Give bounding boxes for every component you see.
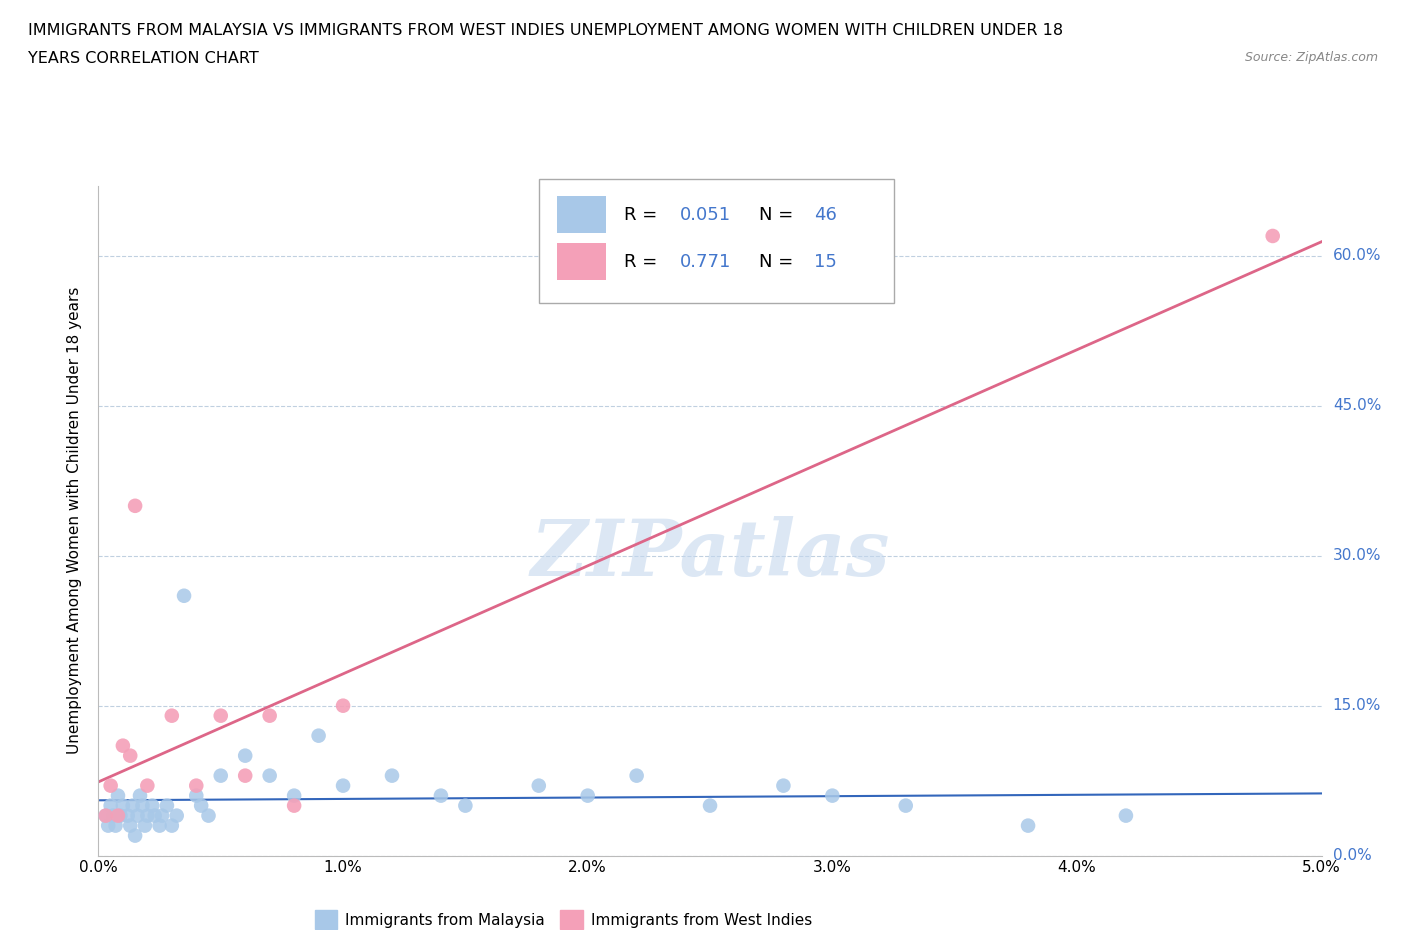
Point <box>129 789 152 804</box>
Y-axis label: Unemployment Among Women with Children Under 18 years: Unemployment Among Women with Children U… <box>67 287 83 754</box>
Point <box>101 808 124 823</box>
Point <box>1115 808 1137 823</box>
Point <box>233 749 256 764</box>
Point <box>166 808 188 823</box>
Legend: Immigrants from Malaysia, Immigrants from West Indies: Immigrants from Malaysia, Immigrants fro… <box>308 904 818 930</box>
Point <box>209 768 232 783</box>
Point <box>894 798 917 813</box>
Text: N =: N = <box>759 206 799 224</box>
Point <box>107 808 129 823</box>
Point <box>134 818 156 833</box>
Point <box>1261 229 1284 244</box>
Point <box>259 709 281 724</box>
Point <box>107 789 129 804</box>
Point <box>131 798 153 813</box>
Point <box>454 798 477 813</box>
Point <box>124 498 146 513</box>
Text: 0.0%: 0.0% <box>1333 848 1371 863</box>
Point <box>233 768 256 783</box>
Point <box>111 798 134 813</box>
Point <box>209 709 232 724</box>
Point <box>190 798 212 813</box>
Text: 0.771: 0.771 <box>679 253 731 271</box>
Point <box>149 818 172 833</box>
Point <box>1017 818 1039 833</box>
Text: 15.0%: 15.0% <box>1333 698 1381 713</box>
Text: N =: N = <box>759 253 799 271</box>
FancyBboxPatch shape <box>557 196 606 232</box>
Point <box>308 728 330 743</box>
Point <box>381 768 404 783</box>
Text: 45.0%: 45.0% <box>1333 398 1381 413</box>
Point <box>259 768 281 783</box>
Point <box>111 738 134 753</box>
Point <box>127 808 149 823</box>
Point <box>136 808 159 823</box>
Point <box>121 798 143 813</box>
Point <box>156 798 179 813</box>
Text: R =: R = <box>624 253 664 271</box>
Point <box>150 808 173 823</box>
Point <box>160 818 183 833</box>
Point <box>141 798 163 813</box>
Point <box>332 698 354 713</box>
Text: 46: 46 <box>814 206 837 224</box>
Point <box>104 818 127 833</box>
Point <box>197 808 219 823</box>
Point <box>124 829 146 844</box>
Point <box>110 808 132 823</box>
Point <box>821 789 844 804</box>
Point <box>120 818 142 833</box>
Point <box>699 798 721 813</box>
Text: YEARS CORRELATION CHART: YEARS CORRELATION CHART <box>28 51 259 66</box>
Point <box>576 789 599 804</box>
Point <box>332 778 354 793</box>
Point <box>160 709 183 724</box>
Point <box>97 818 120 833</box>
Text: 60.0%: 60.0% <box>1333 248 1381 263</box>
Point <box>173 589 195 604</box>
Point <box>626 768 648 783</box>
Text: 15: 15 <box>814 253 837 271</box>
Point <box>186 789 208 804</box>
Text: Source: ZipAtlas.com: Source: ZipAtlas.com <box>1244 51 1378 64</box>
Point <box>772 778 794 793</box>
Text: R =: R = <box>624 206 664 224</box>
Point <box>100 778 122 793</box>
Text: 30.0%: 30.0% <box>1333 549 1381 564</box>
Point <box>94 808 117 823</box>
Point <box>143 808 166 823</box>
Point <box>136 778 159 793</box>
Point <box>94 808 117 823</box>
Point <box>430 789 453 804</box>
FancyBboxPatch shape <box>557 243 606 280</box>
Text: IMMIGRANTS FROM MALAYSIA VS IMMIGRANTS FROM WEST INDIES UNEMPLOYMENT AMONG WOMEN: IMMIGRANTS FROM MALAYSIA VS IMMIGRANTS F… <box>28 23 1063 38</box>
FancyBboxPatch shape <box>538 179 894 303</box>
Text: ZIPatlas: ZIPatlas <box>530 516 890 592</box>
Point <box>283 789 305 804</box>
Point <box>100 798 122 813</box>
Point <box>117 808 139 823</box>
Point <box>527 778 550 793</box>
Point <box>186 778 208 793</box>
Point <box>120 749 142 764</box>
Text: 0.051: 0.051 <box>679 206 731 224</box>
Point <box>283 798 305 813</box>
